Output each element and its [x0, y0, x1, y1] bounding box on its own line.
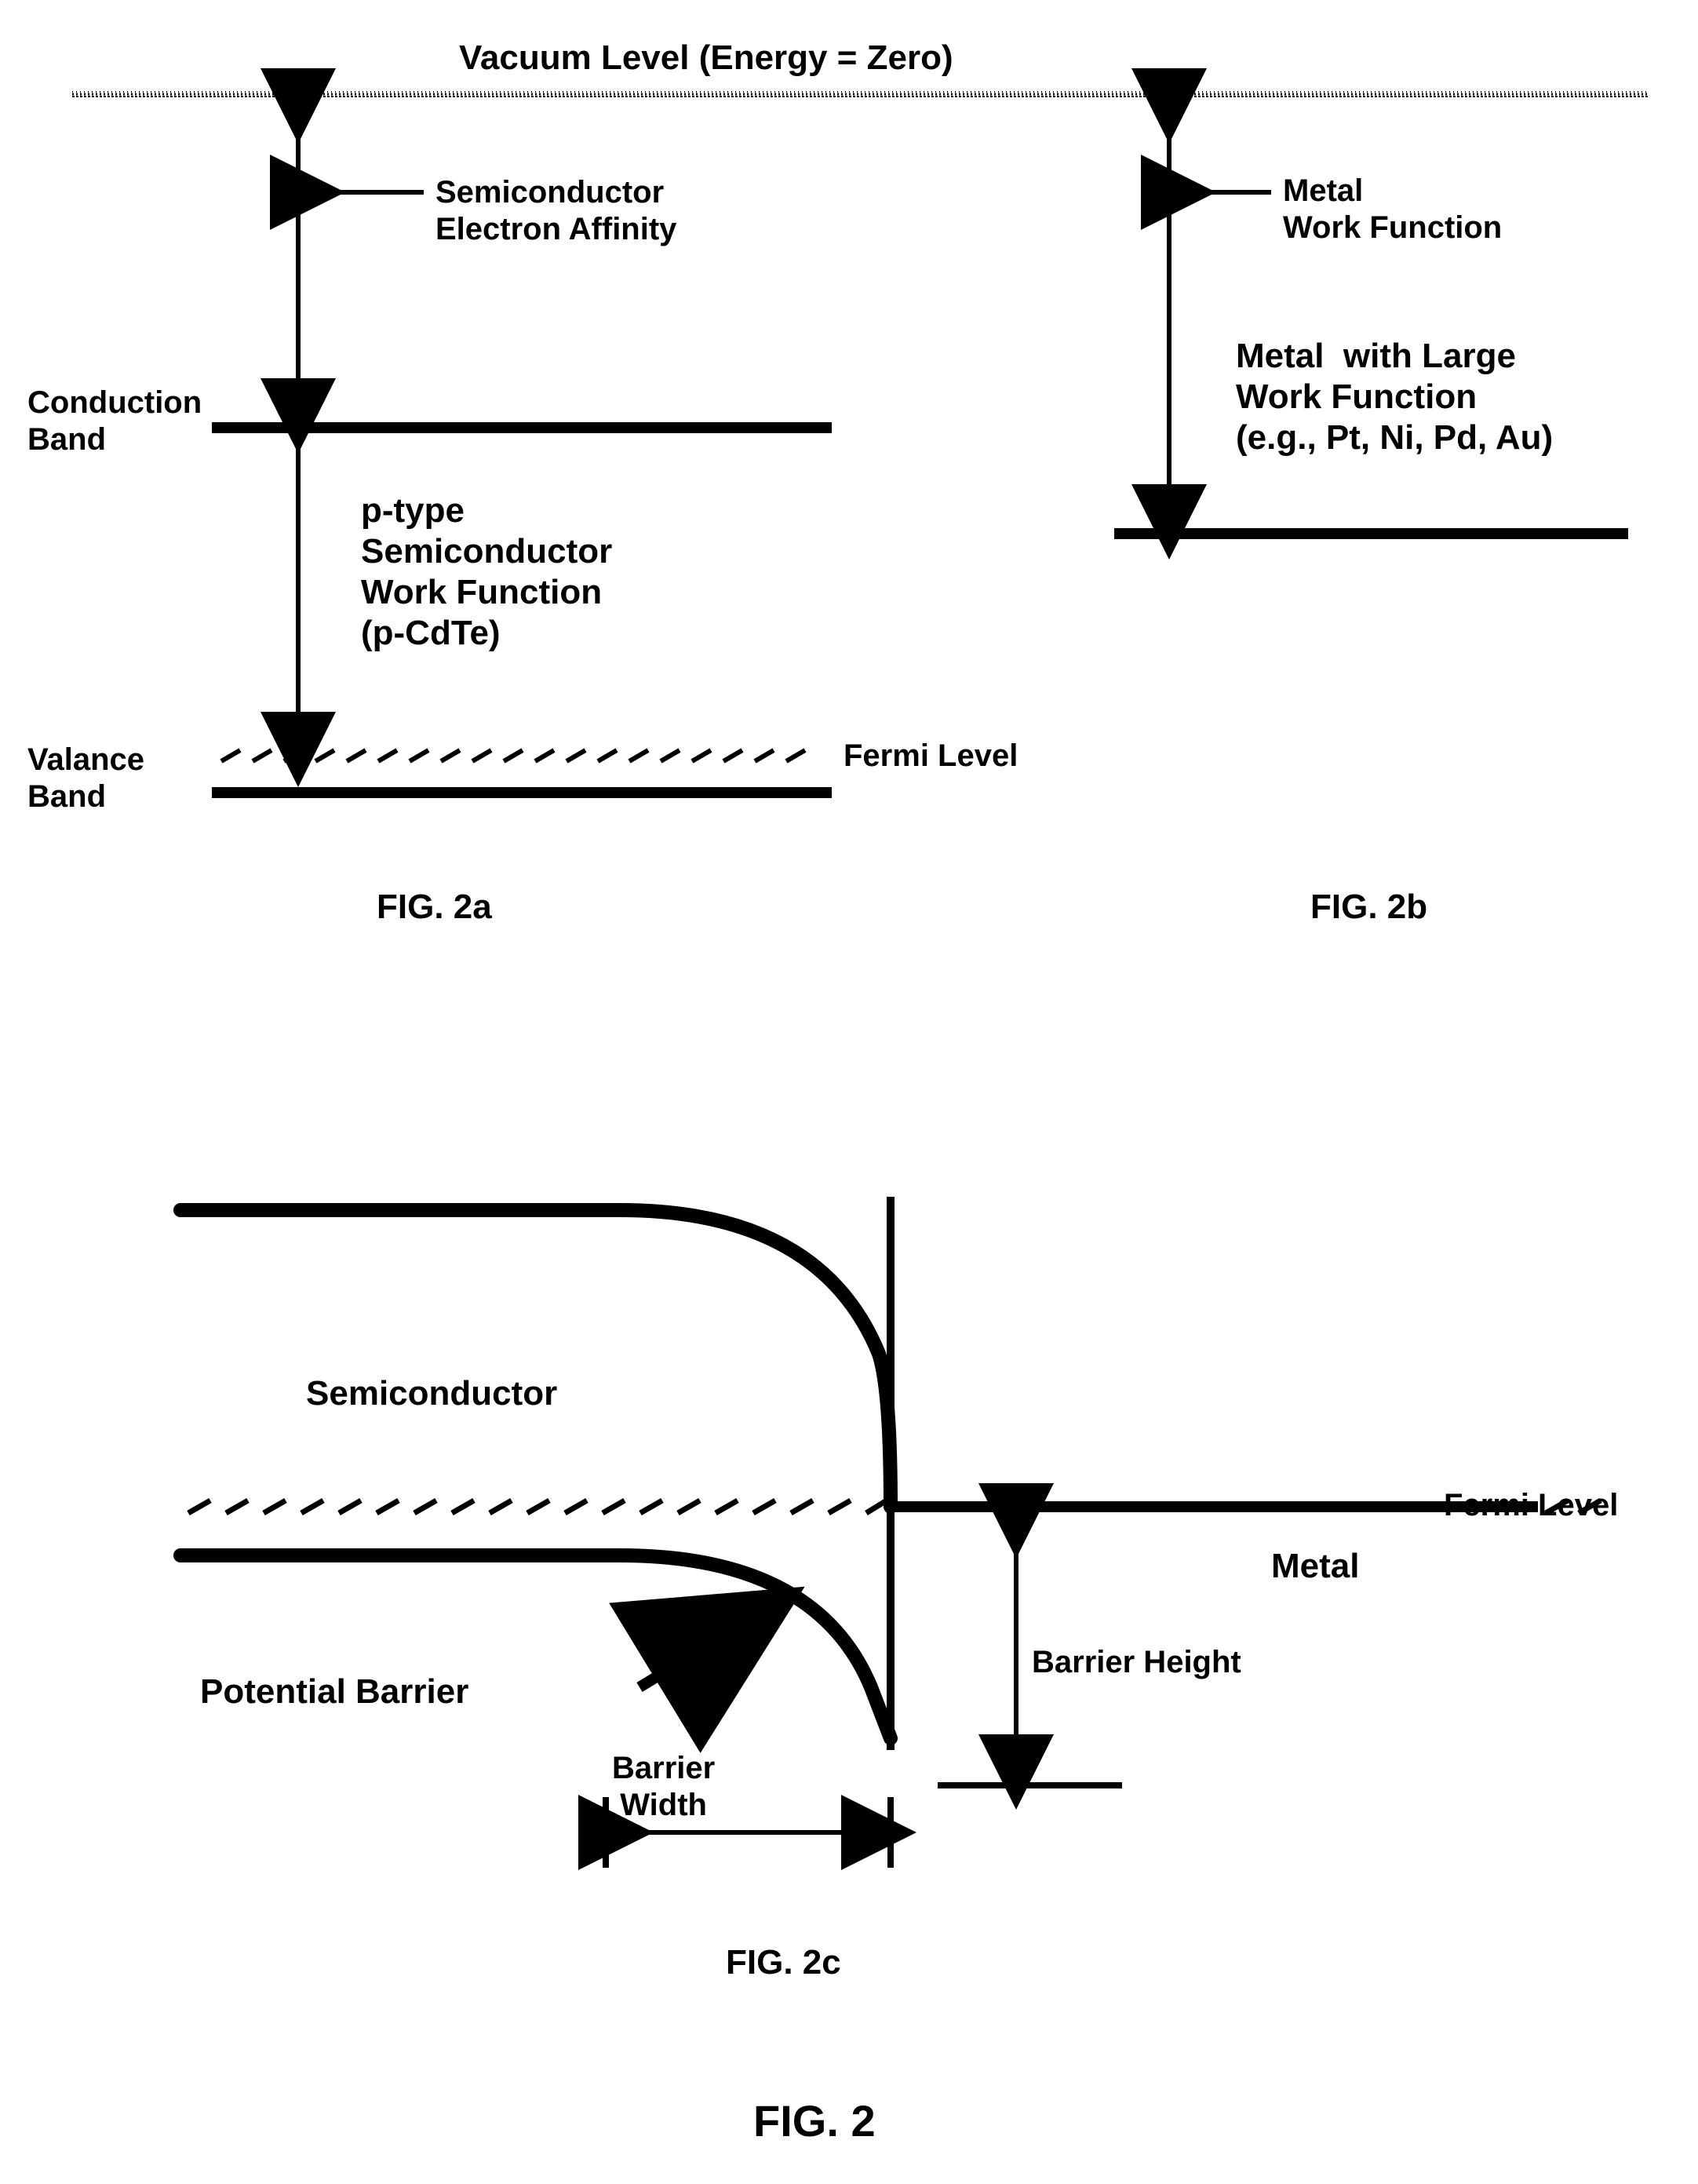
potential-barrier-label: Potential Barrier — [200, 1672, 468, 1712]
fig2b-svg — [0, 0, 1698, 942]
fermi-level-label-2c: Fermi Level — [1444, 1487, 1618, 1524]
fig2c-caption: FIG. 2c — [726, 1942, 841, 1983]
metal-large-workfn-label: Metal with Large Work Function (e.g., Pt… — [1236, 336, 1553, 458]
barrier-height-label: Barrier Height — [1032, 1644, 1241, 1681]
metal-label: Metal — [1271, 1546, 1359, 1587]
figure-overall-caption: FIG. 2 — [753, 2095, 876, 2147]
barrier-width-label: Barrier Width — [612, 1750, 715, 1824]
figure-container: Vacuum Level (Energy = Zero) Conduc — [0, 0, 1698, 2184]
metal-workfn-label: Metal Work Function — [1283, 173, 1502, 246]
semiconductor-label: Semiconductor — [306, 1373, 557, 1414]
fig2c-svg — [0, 1004, 1698, 2103]
fig2b-caption: FIG. 2b — [1310, 887, 1427, 928]
